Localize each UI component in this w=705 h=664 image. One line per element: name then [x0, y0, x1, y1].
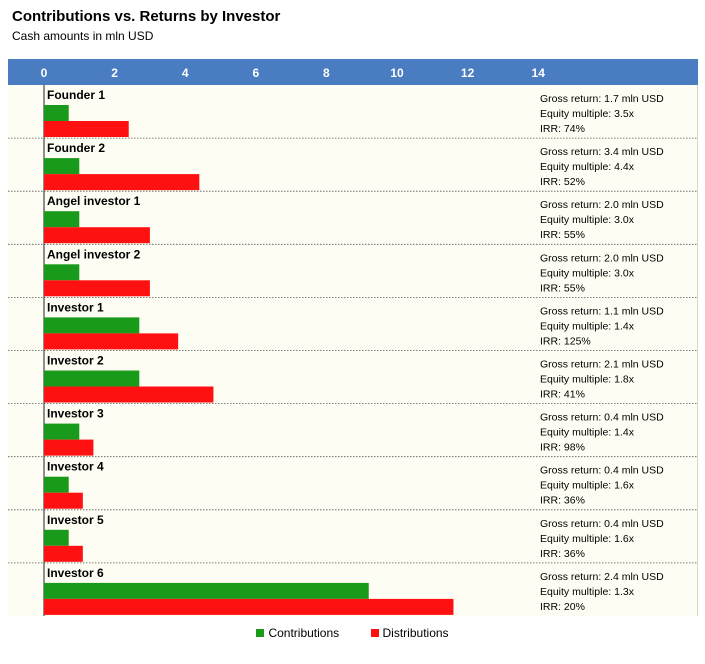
- category-label: Investor 6: [47, 566, 104, 580]
- contributions-bar: [44, 476, 69, 493]
- row-annotation: Gross return: 2.0 mln USD: [540, 199, 664, 211]
- row-annotation: IRR: 74%: [540, 123, 585, 135]
- row-annotation: IRR: 52%: [540, 176, 585, 188]
- category-label: Investor 4: [47, 460, 104, 474]
- contributions-swatch: [256, 629, 265, 637]
- distributions-bar: [44, 227, 150, 244]
- contributions-bar: [44, 529, 69, 546]
- row-annotation: IRR: 55%: [540, 229, 585, 241]
- x-tick-label: 4: [182, 66, 189, 80]
- row-annotation: Equity multiple: 3.5x: [540, 108, 635, 120]
- row-annotation: Gross return: 3.4 mln USD: [540, 146, 664, 158]
- x-tick-label: 0: [41, 66, 48, 80]
- contributions-bar: [44, 317, 140, 334]
- legend-label-contributions: Contributions: [268, 626, 340, 640]
- row-annotation: IRR: 36%: [540, 495, 585, 507]
- contributions-bar: [44, 105, 69, 121]
- legend-item-distributions: Distributions: [370, 626, 449, 640]
- contributions-bar: [44, 370, 140, 387]
- category-label: Investor 1: [47, 300, 104, 314]
- row-annotation: IRR: 41%: [540, 389, 585, 401]
- x-axis-band: [8, 59, 698, 85]
- category-label: Investor 3: [47, 407, 104, 421]
- category-label: Investor 2: [47, 354, 104, 368]
- x-tick-label: 8: [323, 66, 330, 80]
- legend-label-distributions: Distributions: [382, 626, 449, 640]
- distributions-bar: [44, 439, 94, 456]
- chart-title: Contributions vs. Returns by Investor: [12, 8, 281, 25]
- distributions-bar: [44, 174, 200, 191]
- x-tick-label: 6: [252, 66, 259, 80]
- row-annotation: Gross return: 2.1 mln USD: [540, 359, 664, 371]
- category-label: Founder 1: [47, 88, 105, 102]
- row-annotation: Equity multiple: 1.3x: [540, 586, 635, 598]
- contributions-bar: [44, 211, 80, 228]
- legend: Contributions Distributions: [0, 626, 705, 640]
- row-annotation: Equity multiple: 1.4x: [540, 427, 635, 439]
- row-annotation: Gross return: 0.4 mln USD: [540, 412, 664, 424]
- row-annotation: Gross return: 2.4 mln USD: [540, 571, 664, 583]
- category-label: Investor 5: [47, 513, 104, 527]
- row-annotation: IRR: 98%: [540, 442, 585, 454]
- row-annotation: IRR: 125%: [540, 335, 591, 347]
- distributions-bar: [44, 121, 129, 137]
- row-annotation: IRR: 20%: [540, 601, 585, 613]
- distributions-bar: [44, 280, 150, 297]
- chart-canvas: 0 2 4 6 8 10 12 14 Founder 1 Gross return: 1.7 ml…: [8, 66, 698, 616]
- category-label: Founder 2: [47, 141, 105, 155]
- x-tick-label: 14: [532, 66, 546, 80]
- row-annotation: Gross return: 2.0 mln USD: [540, 252, 664, 264]
- row-annotation: Gross return: 1.7 mln USD: [540, 93, 664, 105]
- row-annotation: Equity multiple: 1.8x: [540, 374, 635, 386]
- row-annotation: IRR: 55%: [540, 282, 585, 294]
- distributions-bar: [44, 333, 179, 350]
- row-annotation: Equity multiple: 1.4x: [540, 320, 635, 332]
- contributions-bar: [44, 582, 369, 599]
- distributions-bar: [44, 598, 454, 615]
- row-annotation: Equity multiple: 1.6x: [540, 480, 635, 492]
- row-annotation: Equity multiple: 4.4x: [540, 161, 635, 173]
- distributions-bar: [44, 492, 83, 509]
- row-annotation: Gross return: 0.4 mln USD: [540, 518, 664, 530]
- x-tick-label: 12: [461, 66, 475, 80]
- category-label: Angel investor 1: [47, 194, 141, 208]
- distributions-bar: [44, 386, 214, 403]
- legend-item-contributions: Contributions: [256, 626, 339, 640]
- contributions-bar: [44, 158, 80, 175]
- chart-subtitle: Cash amounts in mln USD: [12, 29, 154, 43]
- row-annotation: Gross return: 1.1 mln USD: [540, 305, 664, 317]
- row-annotation: Gross return: 0.4 mln USD: [540, 465, 664, 477]
- row-annotation: Equity multiple: 3.0x: [540, 267, 635, 279]
- row-annotation: IRR: 36%: [540, 548, 585, 560]
- distributions-swatch: [370, 629, 379, 637]
- row-annotation: Equity multiple: 1.6x: [540, 533, 635, 545]
- category-label: Angel investor 2: [47, 247, 141, 261]
- x-tick-label: 2: [111, 66, 118, 80]
- row-annotation: Equity multiple: 3.0x: [540, 214, 635, 226]
- x-tick-label: 10: [390, 66, 404, 80]
- contributions-bar: [44, 264, 80, 281]
- contributions-bar: [44, 423, 80, 440]
- distributions-bar: [44, 545, 83, 562]
